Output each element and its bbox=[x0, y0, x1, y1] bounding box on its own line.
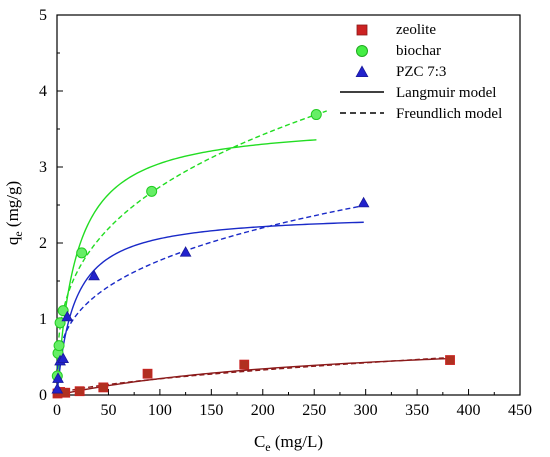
y-tick-label: 0 bbox=[39, 387, 47, 404]
x-tick-label: 50 bbox=[100, 402, 116, 419]
y-axis-title: qe (mg/g) bbox=[3, 181, 25, 245]
legend-freundlich-model-label: Freundlich model bbox=[396, 106, 502, 122]
zeolite-point bbox=[239, 359, 250, 370]
legend-pzc-7-3-label: PZC 7:3 bbox=[396, 64, 446, 80]
legend-zeolite-symbol bbox=[356, 24, 368, 36]
x-tick-label: 200 bbox=[251, 402, 275, 419]
zeolite-point bbox=[74, 386, 85, 397]
legend: zeolite biochar PZC 7:3 Langmuir model Freun… bbox=[340, 22, 502, 122]
biochar-point bbox=[76, 247, 88, 259]
x-tick-label: 350 bbox=[405, 402, 429, 419]
biochar-point bbox=[53, 340, 65, 352]
data-points bbox=[51, 109, 455, 399]
x-axis-title: Ce (mg/L) bbox=[254, 432, 323, 454]
axes-frame bbox=[56, 14, 521, 396]
legend-biochar-symbol bbox=[356, 45, 368, 57]
x-tick-label: 100 bbox=[148, 402, 172, 419]
x-tick-label: 0 bbox=[53, 402, 61, 419]
pzc-7-3-point bbox=[52, 372, 64, 383]
pzc-7-3-point bbox=[51, 382, 64, 394]
plot-frame bbox=[56, 14, 521, 396]
biochar-point bbox=[57, 305, 69, 317]
zeolite-point bbox=[445, 355, 455, 365]
fit-curves bbox=[56, 110, 454, 396]
x-axis-ticks: 0 50 100 150 200 250 300 350 400 450 bbox=[53, 389, 532, 419]
pzc-7-3-point bbox=[179, 246, 192, 257]
x-tick-label: 150 bbox=[199, 402, 223, 419]
pzc-7-3-point bbox=[57, 352, 70, 364]
y-tick-label: 4 bbox=[39, 83, 47, 100]
legend-pzc-7-3-symbol bbox=[355, 65, 369, 77]
x-tick-label: 450 bbox=[508, 402, 532, 419]
zeolite-point bbox=[142, 368, 153, 379]
y-tick-label: 2 bbox=[39, 235, 47, 252]
y-tick-label: 1 bbox=[39, 311, 47, 328]
pzc-7-3-point bbox=[357, 196, 370, 208]
biochar-point bbox=[146, 185, 158, 197]
legend-zeolite-label: zeolite bbox=[396, 22, 436, 38]
pzc-7-3-point bbox=[61, 310, 74, 322]
legend-biochar-label: biochar bbox=[396, 43, 441, 59]
biochar-point bbox=[310, 109, 322, 121]
zeolite-langmuir-curve bbox=[56, 357, 454, 396]
biochar-langmuir-curve bbox=[56, 139, 317, 393]
y-axis-ticks: 0 1 2 3 4 5 bbox=[39, 7, 63, 404]
pzc-7-3-point bbox=[88, 269, 100, 281]
legend-langmuir-model-label: Langmuir model bbox=[396, 85, 496, 101]
zeolite-freundlich-curve bbox=[56, 356, 454, 396]
pzc-7-3-langmuir-curve bbox=[56, 221, 364, 394]
x-tick-label: 300 bbox=[354, 402, 378, 419]
zeolite-point bbox=[98, 382, 109, 393]
biochar-freundlich-curve bbox=[56, 110, 327, 370]
y-tick-label: 3 bbox=[39, 159, 47, 176]
y-tick-label: 5 bbox=[39, 7, 47, 24]
x-tick-label: 250 bbox=[302, 402, 326, 419]
pzc-7-3-freundlich-curve bbox=[56, 204, 364, 378]
x-tick-label: 400 bbox=[457, 402, 481, 419]
